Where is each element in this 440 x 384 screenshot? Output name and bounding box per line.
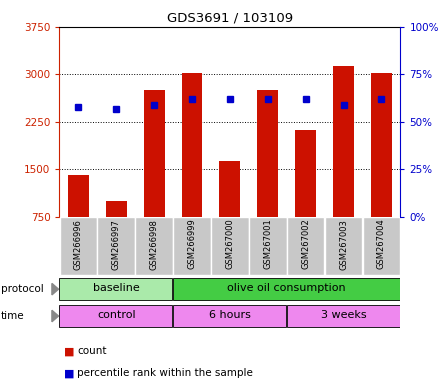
Text: 3 weeks: 3 weeks (321, 310, 367, 320)
Bar (287, 217, 324, 275)
Text: GSM267003: GSM267003 (339, 219, 348, 270)
Text: 6 hours: 6 hours (209, 310, 251, 320)
Text: count: count (77, 346, 106, 356)
Text: ■: ■ (64, 346, 74, 356)
Bar (287, 305, 400, 327)
Bar (106, 201, 127, 265)
Text: GSM266998: GSM266998 (150, 219, 159, 270)
Text: GSM266996: GSM266996 (74, 219, 83, 270)
Bar (295, 130, 316, 265)
Text: GSM266997: GSM266997 (112, 219, 121, 270)
Bar (68, 174, 89, 265)
Bar (325, 217, 362, 275)
Bar (136, 217, 173, 275)
Text: baseline: baseline (93, 283, 139, 293)
Bar (98, 217, 135, 275)
Text: GSM267002: GSM267002 (301, 219, 310, 270)
Text: GSM267004: GSM267004 (377, 219, 386, 270)
Text: GSM267001: GSM267001 (263, 219, 272, 270)
Text: ■: ■ (64, 368, 74, 378)
Bar (59, 278, 172, 300)
Bar (144, 90, 165, 265)
Bar (59, 305, 172, 327)
Bar (333, 66, 354, 265)
Text: control: control (97, 310, 136, 320)
Bar (173, 217, 211, 275)
Bar (257, 90, 278, 265)
Bar (371, 73, 392, 265)
Bar (173, 305, 286, 327)
Bar (220, 161, 240, 265)
Bar (182, 73, 202, 265)
Bar (59, 217, 97, 275)
Text: percentile rank within the sample: percentile rank within the sample (77, 368, 253, 378)
Bar (173, 278, 400, 300)
Bar (249, 217, 286, 275)
Text: protocol: protocol (1, 284, 44, 294)
Bar (363, 217, 400, 275)
Bar (211, 217, 249, 275)
Text: GSM266999: GSM266999 (187, 219, 197, 270)
Text: time: time (1, 311, 25, 321)
Text: olive oil consumption: olive oil consumption (227, 283, 346, 293)
Text: GSM267000: GSM267000 (225, 219, 235, 270)
Title: GDS3691 / 103109: GDS3691 / 103109 (167, 11, 293, 24)
